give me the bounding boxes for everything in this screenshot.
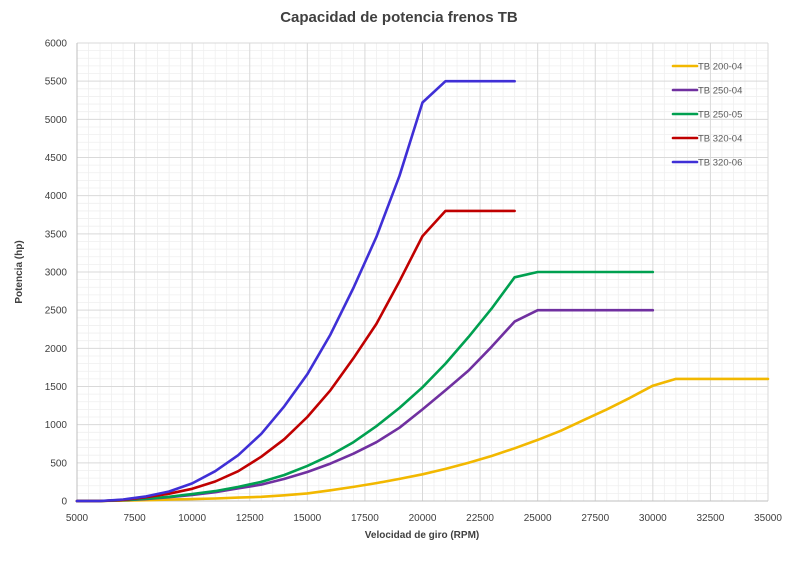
legend-label-tb-200-04: TB 200-04 <box>698 62 742 73</box>
series-line-tb-320-06 <box>75 79 516 503</box>
chart-title: Capacidad de potencia frenos TB <box>280 9 518 26</box>
y-tick-label: 4500 <box>45 153 68 164</box>
x-tick-label: 15000 <box>293 513 321 524</box>
y-tick-label: 1000 <box>45 420 68 431</box>
series-line-tb-200-04 <box>75 377 770 503</box>
y-tick-label: 3000 <box>45 268 68 279</box>
y-tick-label: 500 <box>50 458 67 469</box>
y-tick-label: 2000 <box>45 344 68 355</box>
y-tick-label: 4000 <box>45 191 68 202</box>
x-tick-label: 10000 <box>178 513 206 524</box>
legend-label-tb-250-05: TB 250-05 <box>698 110 742 121</box>
x-tick-label: 27500 <box>581 513 609 524</box>
x-tick-label: 7500 <box>123 513 146 524</box>
series-line-tb-250-05 <box>75 270 655 503</box>
x-tick-label: 22500 <box>466 513 494 524</box>
legend-label-tb-320-06: TB 320-06 <box>698 158 742 169</box>
y-tick-label: 6000 <box>45 39 68 50</box>
x-tick-label: 20000 <box>409 513 437 524</box>
x-tick-label: 32500 <box>697 513 725 524</box>
x-tick-label: 5000 <box>66 513 89 524</box>
x-tick-label: 30000 <box>639 513 667 524</box>
grid <box>76 42 769 502</box>
x-tick-label: 17500 <box>351 513 379 524</box>
y-tick-label: 1500 <box>45 382 68 393</box>
legend: TB 200-04 TB 250-04 TB 250-05 TB 320-04 TB 3… <box>671 62 742 169</box>
y-tick-label: 5000 <box>45 115 68 126</box>
x-tick-label: 12500 <box>236 513 264 524</box>
axes: 5000 7500 10000 12500 15000 17500 20000 22500 25… <box>45 39 783 525</box>
y-tick-label: 0 <box>61 497 67 508</box>
y-axis-label: Potencia (hp) <box>14 240 25 303</box>
x-axis-label: Velocidad de giro (RPM) <box>365 530 479 541</box>
legend-label-tb-320-04: TB 320-04 <box>698 134 742 145</box>
x-tick-label: 35000 <box>754 513 782 524</box>
series-lines <box>75 79 770 503</box>
legend-label-tb-250-04: TB 250-04 <box>698 86 742 97</box>
y-tick-label: 2500 <box>45 306 68 317</box>
y-tick-label: 3500 <box>45 229 68 240</box>
y-tick-label: 5500 <box>45 77 68 88</box>
x-tick-label: 25000 <box>524 513 552 524</box>
